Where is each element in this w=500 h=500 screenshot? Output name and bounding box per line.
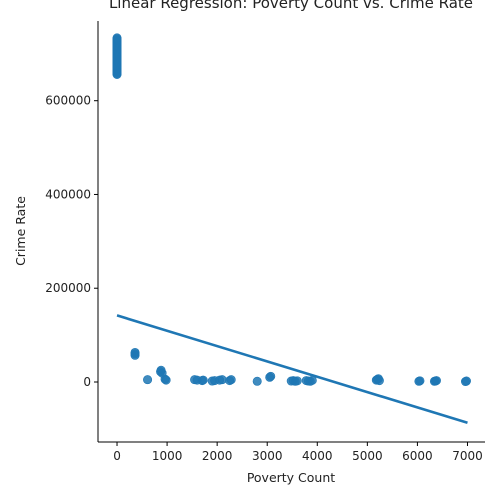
data-point (374, 376, 384, 386)
x-tick-label: 3000 (252, 449, 283, 463)
data-point (112, 69, 122, 79)
data-point (226, 375, 236, 385)
data-point (266, 371, 276, 381)
y-ticks: 0 200000 400000 600000 (45, 94, 98, 389)
x-tick-label: 5000 (352, 449, 383, 463)
x-tick-label: 4000 (302, 449, 333, 463)
y-tick-label: 400000 (45, 187, 91, 201)
data-point (217, 375, 227, 385)
points-layer (112, 33, 471, 387)
x-tick-label: 1000 (152, 449, 183, 463)
data-point (252, 376, 262, 386)
regression-line-layer (116, 314, 468, 425)
data-point (161, 375, 171, 385)
data-point (415, 376, 425, 386)
y-tick-label: 600000 (45, 94, 91, 108)
data-point (112, 33, 122, 43)
x-tick-label: 0 (113, 449, 121, 463)
x-axis-label: Poverty Count (247, 470, 335, 485)
data-point (461, 376, 471, 386)
data-point (198, 375, 208, 385)
y-axis-label: Crime Rate (13, 196, 28, 266)
regression-line (116, 314, 468, 425)
x-tick-label: 7000 (452, 449, 483, 463)
y-tick-label: 200000 (45, 281, 91, 295)
data-point (292, 376, 302, 386)
chart-title: Linear Regression: Poverty Count vs. Cri… (109, 0, 473, 12)
data-point (431, 376, 441, 386)
y-tick-label: 0 (83, 375, 91, 389)
x-ticks: 0 1000 2000 3000 4000 5000 6000 7000 (113, 442, 483, 463)
data-point (143, 375, 153, 385)
x-tick-label: 2000 (202, 449, 233, 463)
x-tick-label: 6000 (402, 449, 433, 463)
data-point (130, 347, 140, 357)
